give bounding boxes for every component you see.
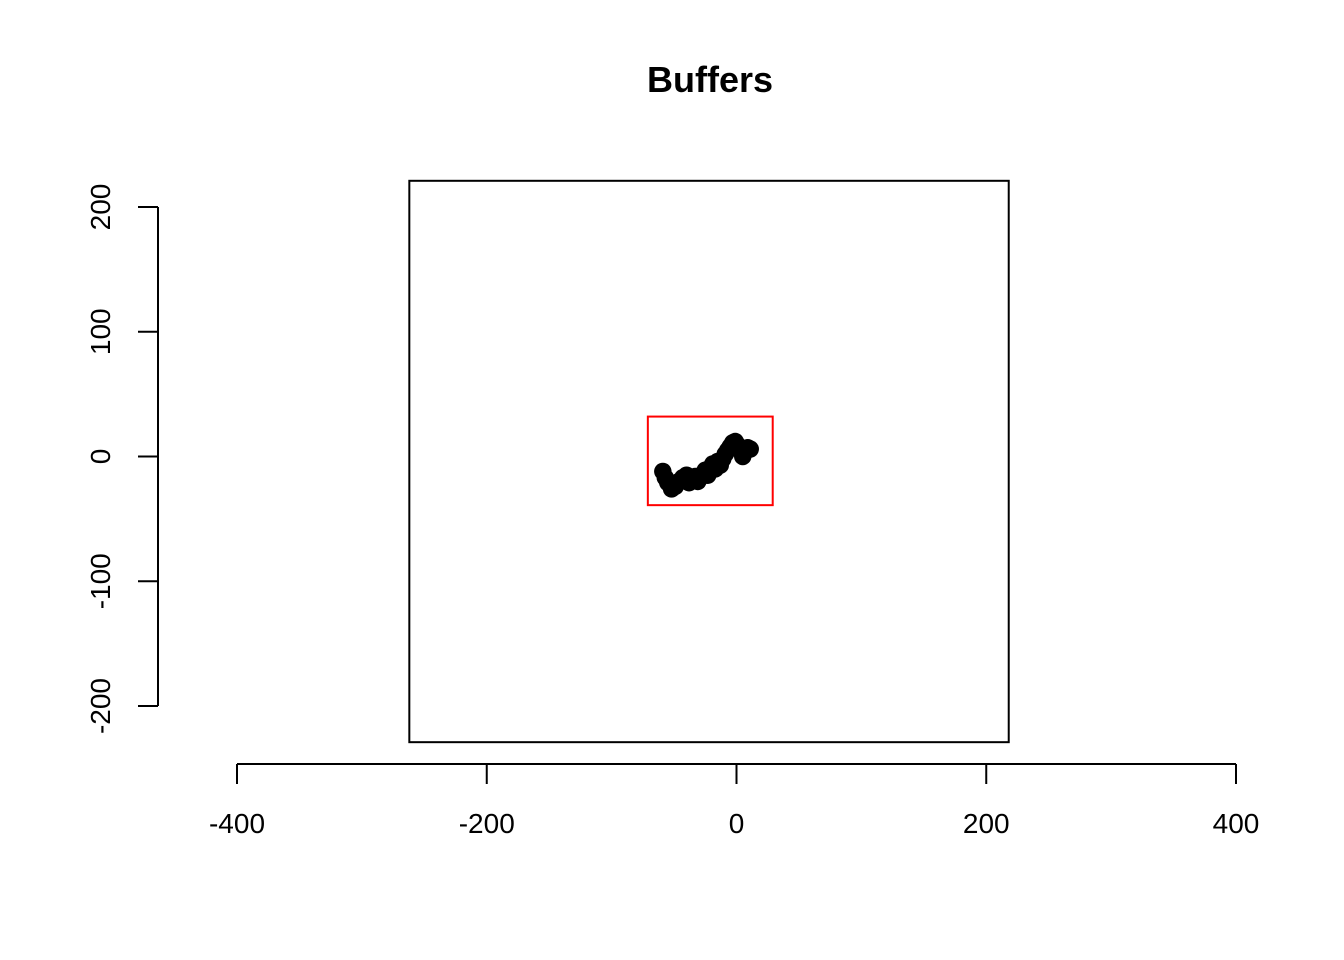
y-tick-label: 0 [85, 449, 116, 465]
outer-extent-rect [408, 179, 1010, 744]
buffer-bbox-rect [646, 415, 774, 507]
x-tick-label: -200 [459, 808, 515, 839]
y-tick-label: 100 [85, 308, 116, 355]
buffer-point [741, 440, 759, 458]
chart-title: Buffers [647, 59, 773, 100]
x-tick-label: 400 [1213, 808, 1260, 839]
x-axis: -400 -200 0 200 400 [209, 763, 1260, 839]
buffers-layer [654, 432, 759, 498]
regions-layer [408, 179, 1010, 744]
x-tick-label: -400 [209, 808, 265, 839]
y-tick-label: 200 [85, 184, 116, 231]
y-tick-label: -100 [85, 553, 116, 609]
y-tick-label: -200 [85, 678, 116, 734]
x-tick-label: 0 [729, 808, 745, 839]
x-tick-label: 200 [963, 808, 1010, 839]
y-axis: -200 -100 0 100 200 [85, 184, 159, 734]
